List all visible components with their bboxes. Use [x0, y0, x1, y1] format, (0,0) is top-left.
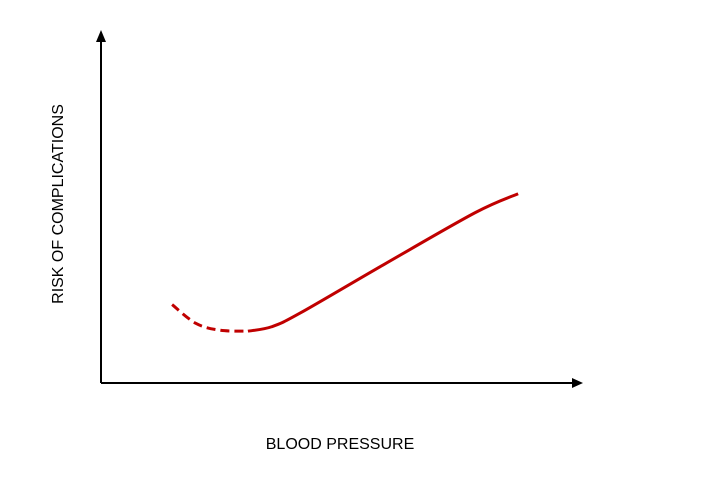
series-group: [171, 192, 519, 333]
y-axis-arrow-icon: [96, 30, 106, 42]
axes: [96, 30, 583, 388]
series-line-solid: [247, 192, 519, 333]
x-axis-label: BLOOD PRESSURE: [266, 436, 414, 453]
series-line-dashed: [171, 303, 248, 333]
x-axis-arrow-icon: [572, 378, 583, 388]
y-axis-label: RISK OF COMPLICATIONS: [50, 104, 67, 304]
